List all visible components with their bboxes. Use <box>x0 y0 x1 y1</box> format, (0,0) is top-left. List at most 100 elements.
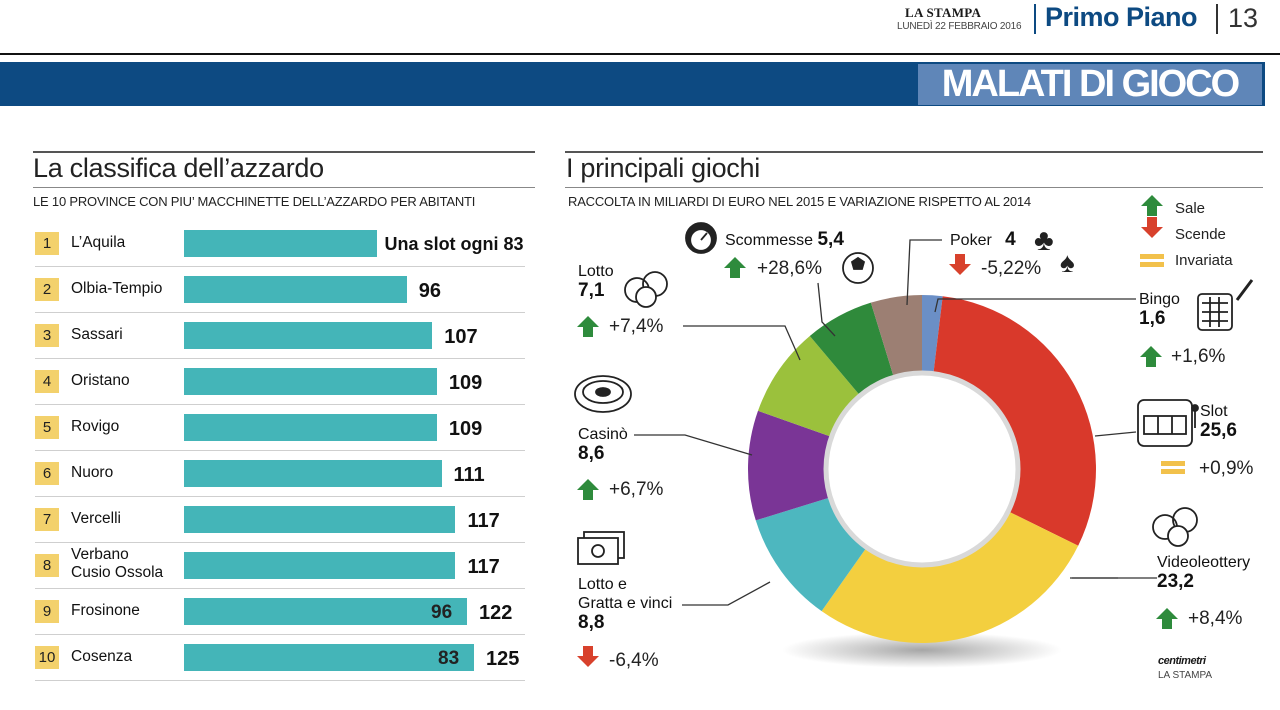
ranking-bar <box>184 230 377 257</box>
change-slot: +0,9% <box>1199 458 1254 479</box>
label-poker-name: Poker <box>950 232 992 249</box>
donut-slice-poker <box>870 295 922 378</box>
arrow-down-icon <box>577 646 599 667</box>
arrow-up-icon <box>577 316 599 337</box>
leader-slot <box>1094 431 1137 437</box>
equal-icon <box>1161 469 1185 474</box>
games-title-rule <box>565 187 1263 188</box>
ranking-row-rule <box>35 404 525 405</box>
donut-slice-bingo <box>922 295 943 374</box>
label-lotto: Lotto 7,1 <box>578 262 614 300</box>
ranking-row-rule <box>35 588 525 589</box>
donut-slice-lotto <box>758 335 861 437</box>
label-bingo-name: Bingo <box>1139 291 1180 308</box>
banknotes-icon <box>577 537 619 565</box>
ranking-row: 8 Verbano Cusio Ossola 117 <box>35 546 535 592</box>
change-scommesse: +28,6% <box>757 258 822 279</box>
card-suits-icon: ♣ <box>1034 224 1054 257</box>
province-name: Verbano Cusio Ossola <box>71 546 164 581</box>
games-title: I principali giochi <box>566 153 760 183</box>
label-slot-name: Slot <box>1200 403 1228 420</box>
credit-source: LA STAMPA <box>1158 670 1213 681</box>
ranking-bar-inner-label: 83 <box>438 648 460 669</box>
province-name: Frosinone <box>71 602 140 619</box>
rank-number: 1 <box>35 232 59 255</box>
arrow-down-icon <box>1141 217 1163 238</box>
games-subtitle: RACCOLTA IN MILIARDI DI EURO NEL 2015 E … <box>568 194 1031 209</box>
ranking-row-rule <box>35 450 525 451</box>
label-poker-value: 4 <box>1005 229 1016 250</box>
soccer-ball-icon <box>850 256 866 270</box>
ranking-row-rule <box>35 634 525 635</box>
change-poker: -5,22% <box>981 258 1042 279</box>
rank-number: 3 <box>35 324 59 347</box>
legend-label-invariata: Invariata <box>1175 252 1233 269</box>
ranking-row: 4 Oristano 109 <box>35 364 535 408</box>
ranking-value: 122 <box>479 602 513 624</box>
arrow-up-icon <box>1156 608 1178 629</box>
arrow-up-icon <box>1140 346 1162 367</box>
change-bingo: +1,6% <box>1171 346 1226 367</box>
donut-slice-casin <box>748 410 832 521</box>
ranking-bar <box>184 368 437 395</box>
ranking-subtitle: LE 10 PROVINCE CON PIU’ MACCHINETTE DELL… <box>33 194 476 209</box>
ranking-value: 107 <box>444 326 478 348</box>
donut-hole <box>823 370 1021 568</box>
coins-icon <box>1167 525 1189 547</box>
label-casino-value: 8,6 <box>578 443 605 464</box>
label-videoleottery: Videoleottery 23,2 <box>1157 553 1250 591</box>
ranking-row: 10 Cosenza 83 125 <box>35 640 535 684</box>
ranking-row: 2 Olbia-Tempio 96 <box>35 272 535 316</box>
equal-icon <box>1161 461 1185 466</box>
legend-label-scende: Scende <box>1175 226 1226 243</box>
label-poker: Poker 4 <box>950 230 1016 250</box>
topic-banner-label: MALATI DI GIOCO <box>918 64 1262 105</box>
rank-number: 4 <box>35 370 59 393</box>
banknotes-icon <box>591 544 605 558</box>
change-videoleottery: +8,4% <box>1188 608 1243 629</box>
rank-number: 5 <box>35 416 59 439</box>
equal-icon <box>1140 254 1164 259</box>
equal-icon <box>1140 262 1164 267</box>
province-name: L’Aquila <box>71 234 126 251</box>
donut-slice-scommesse <box>809 302 894 396</box>
label-lotto-gratta: Lotto e Gratta e vinci 8,8 <box>578 575 672 632</box>
slot-machine-icon <box>1157 410 1196 434</box>
ranking-top-rule <box>33 151 535 153</box>
donut-slice-slot <box>933 296 1096 546</box>
label-slot-value: 25,6 <box>1200 420 1237 441</box>
roulette-icon <box>582 380 624 404</box>
leader-casino <box>634 434 753 456</box>
slot-machine-icon <box>1191 404 1199 412</box>
ranking-bar <box>184 414 437 441</box>
ranking-value: 125 <box>486 648 520 670</box>
arrow-up-icon <box>724 257 746 278</box>
leader-poker <box>906 239 942 306</box>
slot-machine-icon <box>1137 399 1193 447</box>
legend-label-sale: Sale <box>1175 200 1206 217</box>
ranking-bar <box>184 506 456 533</box>
ranking-row: 7 Vercelli 117 <box>35 502 535 546</box>
ranking-row: 5 Rovigo 109 <box>35 410 535 454</box>
label-lotto-name: Lotto <box>578 263 614 280</box>
label-bingo-value: 1,6 <box>1139 308 1166 329</box>
ranking-row-rule <box>35 358 525 359</box>
lotto-balls-icon <box>635 286 657 308</box>
rank-number: 9 <box>35 600 59 623</box>
leader-lotto <box>683 325 801 361</box>
province-name: Olbia-Tempio <box>71 280 163 297</box>
ranking-row-rule <box>35 266 525 267</box>
label-scommesse-value: 5,4 <box>817 229 844 250</box>
ranking-row: 3 Sassari 107 <box>35 318 535 362</box>
newspaper-name: LA STAMPA <box>905 5 982 20</box>
stopwatch-icon <box>700 232 708 241</box>
masthead-divider <box>1216 4 1218 34</box>
ranking-value: Una slot ogni 83 <box>384 234 524 254</box>
rank-number: 8 <box>35 554 59 577</box>
arrow-up-icon <box>577 479 599 500</box>
change-lotto-gratta: -6,4% <box>609 650 659 671</box>
ranking-bar <box>184 598 468 625</box>
ranking-bar <box>184 644 474 671</box>
label-casino: Casinò 8,6 <box>578 425 628 463</box>
ranking-bar-inner-label: 96 <box>431 602 453 623</box>
